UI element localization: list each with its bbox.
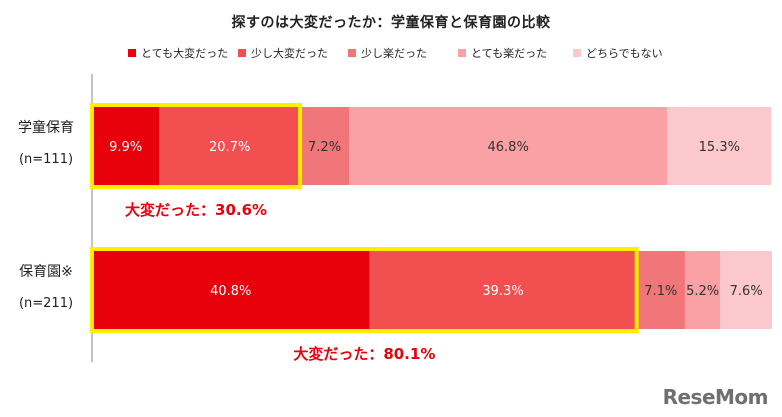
highlight-box [90,103,303,189]
bar-segment-4 [684,251,721,329]
category-n-label: (n=211) [19,296,73,311]
brand-logo: ReseMom [662,385,769,409]
chart-title: 探すのは大変だったか：学童保育と保育園の比較 [231,15,551,31]
annotation-label: 大変だった：80.1% [293,345,435,363]
bar-segment-5 [720,251,772,329]
legend-swatch [348,49,356,57]
bar-segment-2 [369,251,637,329]
bar-segment-1 [92,107,160,185]
value-label: 7.1% [644,284,677,299]
legend-label: 少し楽だった [361,47,427,60]
legend-swatch [458,49,466,57]
bar-segment-3 [636,251,685,329]
bar-segment-5 [667,107,772,185]
highlight-box [90,247,639,333]
legend-label: 少し大変だった [251,47,328,60]
annotation-label: 大変だった：30.6% [125,201,267,219]
legend-swatch [128,49,136,57]
value-label: 15.3% [699,140,740,155]
legend-label: とても楽だった [471,47,548,60]
category-label: 学童保育 [18,119,74,136]
bar-segment-4 [349,107,668,185]
value-label: 46.8% [488,140,529,155]
value-label: 7.2% [308,140,341,155]
value-label: 5.2% [686,284,719,299]
category-label: 保育園※ [19,264,73,280]
value-label: 39.3% [482,284,523,299]
legend-label: どちらでもない [586,47,663,60]
value-label: 7.6% [730,284,763,299]
value-label: 9.9% [109,140,142,155]
legend-swatch [238,49,246,57]
legend-label: とても大変だった [141,47,229,60]
value-label: 20.7% [209,140,250,155]
bar-segment-1 [92,251,370,329]
bar-segment-3 [300,107,350,185]
value-label: 40.8% [210,284,251,299]
bar-segment-2 [159,107,301,185]
legend-swatch [573,49,581,57]
category-n-label: (n=111) [19,152,73,167]
